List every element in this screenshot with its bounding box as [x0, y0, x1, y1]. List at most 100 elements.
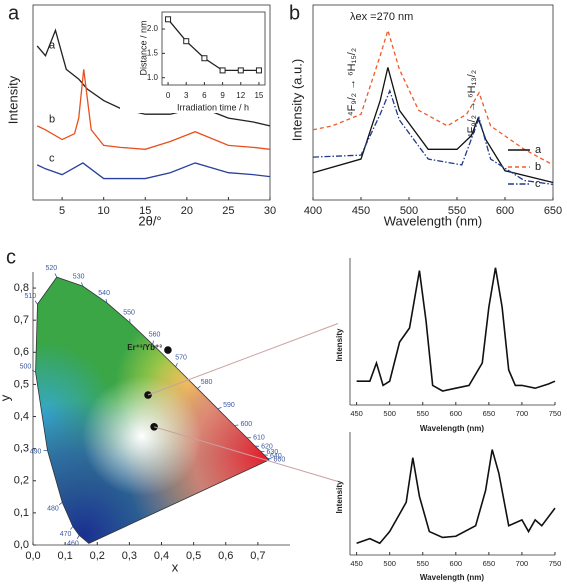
marker — [201, 55, 208, 62]
locus-label: 630 — [267, 449, 279, 456]
x-tick-label: 500 — [383, 559, 396, 568]
y-axis-label: Intensity — [335, 328, 344, 361]
annotation: ⁴F₉/₂ → ⁶H₁₅/₂ — [346, 48, 358, 116]
series-line — [36, 162, 271, 180]
y-tick-label: 0,8 — [14, 282, 29, 294]
locus-label: 550 — [123, 310, 135, 317]
locus-label: 520 — [45, 265, 57, 272]
x-tick-label: 400 — [304, 205, 322, 217]
x-tick-label: 450 — [350, 559, 363, 568]
x-tick-label: 750 — [549, 559, 562, 568]
y-axis-label: Intensity — [5, 75, 20, 124]
x-tick-label: 550 — [448, 205, 466, 217]
panel-label: a — [8, 2, 20, 24]
x-tick-label: 650 — [544, 205, 562, 217]
plot-frame — [32, 4, 271, 201]
series-line — [312, 67, 554, 184]
locus-tick — [197, 385, 201, 389]
spectral-locus — [35, 276, 270, 544]
panel-label: b — [289, 2, 300, 24]
point-label: Er⁺³/Yb⁺³ — [127, 343, 162, 352]
locus-tick — [152, 340, 154, 345]
x-tick-label: 450 — [350, 409, 363, 418]
locus-label: 570 — [175, 355, 187, 362]
x-tick-label: 0,7 — [250, 550, 265, 562]
point — [164, 346, 172, 354]
x-tick-label: 3 — [184, 91, 189, 100]
x-tick-label: 20 — [181, 205, 193, 217]
series-line — [312, 28, 554, 166]
series-line — [356, 449, 556, 545]
y-tick-label: 2.0 — [147, 24, 159, 33]
locus-label: 560 — [149, 332, 161, 339]
locus-tick — [34, 300, 38, 305]
x-axis-label: Irradiation time / h — [177, 102, 249, 112]
locus-label: 500 — [20, 364, 32, 371]
y-tick-label: 0,5 — [14, 378, 29, 390]
x-tick-label: 0,3 — [122, 550, 137, 562]
x-tick-label: 0 — [166, 91, 171, 100]
x-tick-label: 600 — [450, 559, 463, 568]
y-axis-label: Intensity — [335, 480, 344, 513]
locus-label: 610 — [253, 434, 265, 441]
y-tick-label: 0,0 — [14, 539, 29, 551]
locus-tick — [81, 282, 84, 287]
x-tick-label: 6 — [202, 91, 207, 100]
x-tick-label: 15 — [254, 91, 263, 100]
series-label: a — [49, 40, 56, 52]
x-tick-label: 5 — [59, 205, 65, 217]
x-tick-label: 500 — [400, 205, 418, 217]
y-tick-label: 0,3 — [14, 443, 29, 455]
x-tick-label: 25 — [222, 205, 234, 217]
x-tick-label: 700 — [516, 559, 529, 568]
plot-frame — [161, 11, 266, 86]
x-tick-label: 10 — [98, 205, 110, 217]
locus-label: 660 — [274, 457, 286, 464]
y-axis-label: Distance / nm — [138, 20, 148, 75]
x-tick-label: 0,4 — [154, 550, 169, 562]
x-tick-label: 9 — [220, 91, 225, 100]
x-tick-label: 0,2 — [90, 550, 105, 562]
locus-tick — [175, 362, 178, 367]
x-axis-label: Wavelength (nm) — [384, 213, 483, 228]
y-tick-label: 1.0 — [147, 73, 159, 82]
x-tick-label: 0,6 — [218, 550, 233, 562]
point — [144, 391, 152, 399]
y-axis-label: y — [0, 394, 12, 401]
y-tick-label: 0,4 — [14, 410, 29, 422]
inset-background — [120, 8, 269, 113]
legend-label: a — [535, 144, 542, 156]
x-tick-label: 0,0 — [25, 550, 40, 562]
y-tick-label: 0,7 — [14, 314, 29, 326]
marker — [237, 67, 244, 74]
locus-label: 510 — [24, 293, 36, 300]
locus-label: 640 — [270, 453, 282, 460]
marker — [255, 67, 262, 74]
panel-label: c — [6, 246, 16, 268]
x-tick-label: 12 — [236, 91, 245, 100]
x-tick-label: 0,1 — [57, 550, 72, 562]
marker — [183, 38, 190, 45]
locus-tick — [105, 298, 108, 303]
locus-tick — [70, 526, 74, 530]
x-tick-label: 650 — [483, 559, 496, 568]
series-line — [356, 267, 556, 392]
series-label: b — [49, 114, 55, 126]
connector — [147, 323, 339, 396]
locus-label: 590 — [223, 402, 235, 409]
x-tick-label: 0,5 — [186, 550, 201, 562]
locus-tick — [76, 535, 80, 539]
x-tick-label: 750 — [549, 409, 562, 418]
y-tick-label: 0,6 — [14, 346, 29, 358]
cie-gamut — [35, 277, 270, 544]
locus-label: 490 — [30, 448, 42, 455]
locus-label: 470 — [60, 531, 72, 538]
locus-tick — [58, 501, 63, 506]
marker — [219, 67, 226, 74]
locus-label: 540 — [98, 290, 110, 297]
plot-frame — [312, 4, 554, 201]
locus-tick — [217, 407, 222, 410]
locus-label: 620 — [261, 444, 273, 451]
y-tick-label: 0,1 — [14, 507, 29, 519]
